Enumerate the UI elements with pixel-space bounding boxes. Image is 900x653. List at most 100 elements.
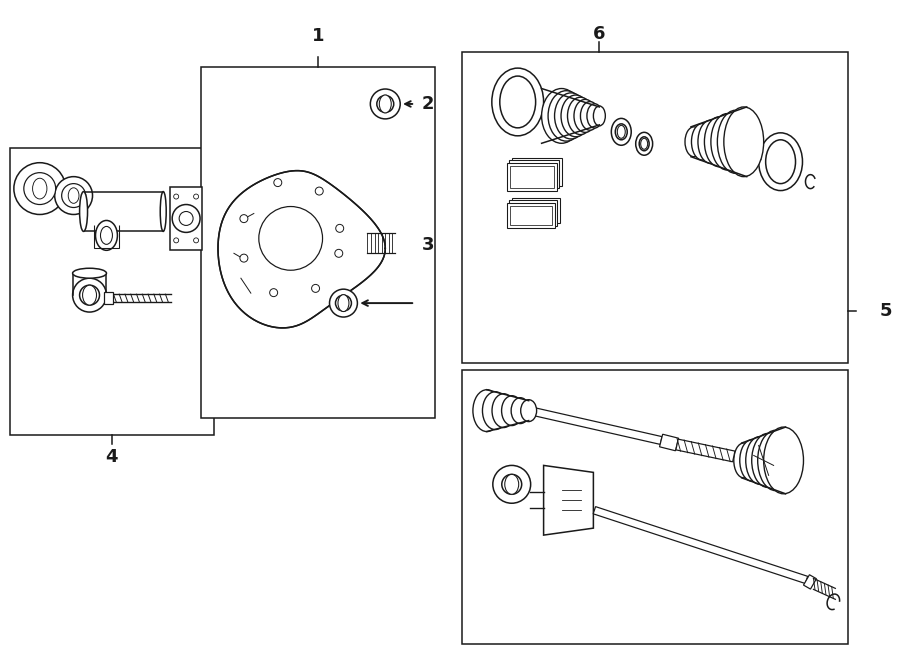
FancyBboxPatch shape <box>170 187 202 250</box>
Polygon shape <box>544 466 593 535</box>
Ellipse shape <box>611 118 631 145</box>
Circle shape <box>274 179 282 187</box>
Ellipse shape <box>511 398 529 424</box>
Ellipse shape <box>635 133 652 155</box>
Ellipse shape <box>101 227 112 244</box>
Polygon shape <box>593 507 807 584</box>
Ellipse shape <box>482 392 508 430</box>
Polygon shape <box>660 434 679 451</box>
Circle shape <box>172 204 200 232</box>
Circle shape <box>270 289 277 296</box>
Ellipse shape <box>501 396 522 426</box>
Circle shape <box>336 225 344 232</box>
Ellipse shape <box>574 99 597 133</box>
Ellipse shape <box>377 95 393 112</box>
Text: 5: 5 <box>880 302 893 320</box>
Ellipse shape <box>639 137 649 151</box>
Ellipse shape <box>685 127 703 157</box>
Ellipse shape <box>641 138 648 150</box>
Polygon shape <box>529 407 662 445</box>
FancyBboxPatch shape <box>515 161 559 183</box>
Ellipse shape <box>691 123 713 160</box>
Circle shape <box>240 254 248 262</box>
Polygon shape <box>218 170 385 328</box>
Ellipse shape <box>561 95 590 136</box>
Circle shape <box>174 238 179 243</box>
Circle shape <box>259 206 322 270</box>
Ellipse shape <box>711 114 743 170</box>
Ellipse shape <box>505 474 518 494</box>
Text: 4: 4 <box>105 449 118 466</box>
Ellipse shape <box>14 163 66 214</box>
Bar <box>201 67 435 418</box>
Ellipse shape <box>493 466 531 503</box>
Ellipse shape <box>734 443 753 478</box>
Circle shape <box>240 215 248 223</box>
Ellipse shape <box>68 188 79 203</box>
Text: 1: 1 <box>312 27 325 45</box>
FancyBboxPatch shape <box>509 200 557 226</box>
Circle shape <box>194 238 199 243</box>
Ellipse shape <box>62 183 86 208</box>
FancyBboxPatch shape <box>509 206 552 225</box>
Ellipse shape <box>79 285 100 305</box>
Ellipse shape <box>370 89 400 119</box>
Ellipse shape <box>548 91 584 141</box>
FancyBboxPatch shape <box>515 200 556 221</box>
Circle shape <box>179 212 194 225</box>
Ellipse shape <box>752 434 784 487</box>
Ellipse shape <box>616 124 627 140</box>
Polygon shape <box>804 575 816 589</box>
Ellipse shape <box>587 104 602 128</box>
FancyBboxPatch shape <box>509 166 554 187</box>
Ellipse shape <box>502 474 522 494</box>
Ellipse shape <box>717 110 753 173</box>
FancyBboxPatch shape <box>512 203 554 223</box>
Ellipse shape <box>73 268 106 278</box>
Ellipse shape <box>724 107 764 177</box>
Ellipse shape <box>759 133 803 191</box>
Ellipse shape <box>55 177 93 214</box>
Ellipse shape <box>160 191 166 231</box>
FancyBboxPatch shape <box>512 198 560 223</box>
FancyBboxPatch shape <box>512 158 562 185</box>
Ellipse shape <box>472 390 500 432</box>
Ellipse shape <box>593 106 606 126</box>
Bar <box>104 292 113 304</box>
Text: 3: 3 <box>422 236 435 255</box>
Circle shape <box>311 285 320 293</box>
FancyBboxPatch shape <box>507 163 556 191</box>
FancyBboxPatch shape <box>512 163 556 185</box>
Circle shape <box>788 458 795 464</box>
Ellipse shape <box>758 430 794 490</box>
Ellipse shape <box>746 437 774 485</box>
Ellipse shape <box>705 117 734 167</box>
Ellipse shape <box>338 295 349 311</box>
Ellipse shape <box>79 191 87 231</box>
Bar <box>462 370 849 644</box>
Circle shape <box>194 194 199 199</box>
Ellipse shape <box>764 427 804 494</box>
Bar <box>10 148 214 434</box>
Ellipse shape <box>521 400 536 422</box>
Ellipse shape <box>740 440 764 481</box>
Polygon shape <box>676 439 735 462</box>
Ellipse shape <box>329 289 357 317</box>
Ellipse shape <box>491 68 544 136</box>
Ellipse shape <box>542 89 581 143</box>
Circle shape <box>174 194 179 199</box>
Bar <box>462 52 849 363</box>
FancyBboxPatch shape <box>509 160 559 188</box>
Ellipse shape <box>554 93 588 139</box>
Ellipse shape <box>73 278 106 312</box>
FancyBboxPatch shape <box>507 202 554 229</box>
Ellipse shape <box>83 285 96 305</box>
Ellipse shape <box>500 76 536 128</box>
Ellipse shape <box>698 120 724 163</box>
Ellipse shape <box>568 97 593 135</box>
Ellipse shape <box>492 394 515 428</box>
Circle shape <box>335 249 343 257</box>
Ellipse shape <box>32 178 47 199</box>
Text: 2: 2 <box>422 95 435 113</box>
Ellipse shape <box>379 95 392 113</box>
